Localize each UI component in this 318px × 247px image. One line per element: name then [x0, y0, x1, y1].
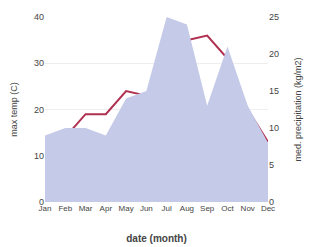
- svg-text:40: 40: [34, 12, 44, 22]
- svg-text:Aug: Aug: [180, 204, 194, 213]
- svg-text:May: May: [119, 204, 134, 213]
- svg-text:date (month): date (month): [126, 233, 187, 244]
- svg-text:20: 20: [269, 49, 279, 59]
- svg-text:Jul: Jul: [162, 204, 172, 213]
- svg-text:Feb: Feb: [58, 204, 72, 213]
- svg-text:10: 10: [269, 123, 279, 133]
- svg-text:15: 15: [269, 86, 279, 96]
- svg-text:Jan: Jan: [39, 204, 52, 213]
- svg-text:med. precipitation (kg/m2): med. precipitation (kg/m2): [293, 57, 303, 161]
- svg-text:20: 20: [34, 105, 44, 115]
- svg-text:max temp (C): max temp (C): [9, 82, 19, 137]
- svg-text:Mar: Mar: [79, 204, 93, 213]
- svg-text:30: 30: [34, 58, 44, 68]
- svg-text:Dec: Dec: [261, 204, 275, 213]
- svg-text:Jun: Jun: [140, 204, 153, 213]
- svg-text:5: 5: [269, 160, 274, 170]
- svg-text:10: 10: [34, 151, 44, 161]
- svg-text:Nov: Nov: [241, 204, 255, 213]
- svg-text:25: 25: [269, 12, 279, 22]
- svg-text:Oct: Oct: [221, 204, 234, 213]
- svg-text:Sep: Sep: [200, 204, 215, 213]
- svg-text:0: 0: [269, 197, 274, 207]
- svg-text:0: 0: [39, 197, 44, 207]
- svg-text:Apr: Apr: [100, 204, 113, 213]
